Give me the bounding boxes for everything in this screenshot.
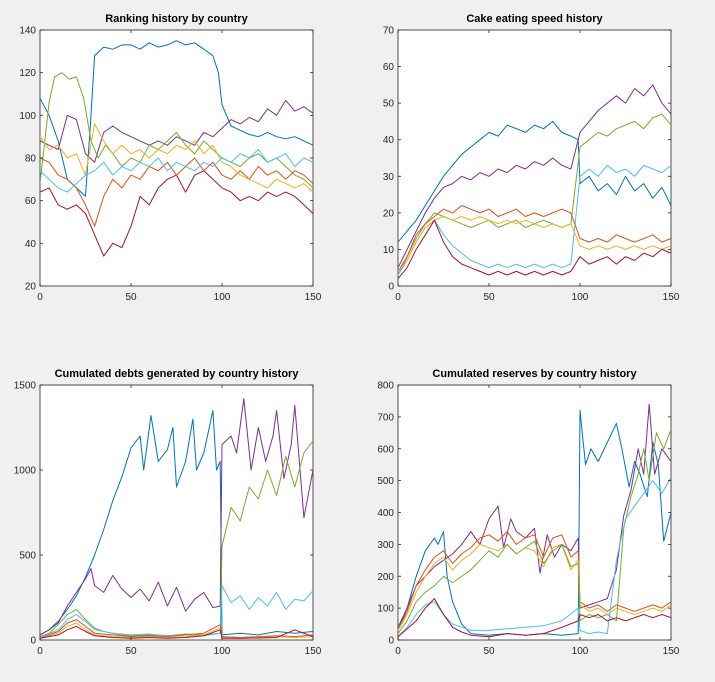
series-line-1	[398, 120, 671, 243]
series-line-1	[40, 40, 313, 197]
y-tick-label: 500	[19, 551, 36, 562]
series-group	[398, 403, 671, 638]
y-tick-label: 60	[25, 196, 37, 207]
plot-area	[397, 384, 672, 641]
y-tick-label: 0	[388, 636, 394, 647]
x-tick-label: 50	[483, 646, 495, 657]
series-group	[40, 398, 313, 639]
y-tick-label: 40	[383, 135, 395, 146]
y-tick-label: 0	[30, 636, 36, 647]
series-line-5	[40, 157, 313, 227]
y-tick-label: 30	[383, 172, 395, 183]
y-tick-label: 40	[25, 239, 37, 250]
chart-title: Ranking history by country	[105, 13, 248, 25]
series-line-3	[398, 531, 671, 631]
series-line-1	[398, 410, 671, 636]
y-tick-label: 1500	[14, 381, 37, 392]
series-line-7	[40, 625, 313, 639]
series-line-7	[40, 149, 313, 193]
subplot-cake-eating-speed: Cake eating speed history 0 50 100 150 0 10 20…	[383, 13, 680, 303]
x-tick-label: 50	[125, 292, 137, 303]
x-tick-label: 50	[483, 292, 495, 303]
y-tick-label: 0	[388, 282, 394, 293]
series-line-4	[398, 164, 671, 276]
x-tick-label: 0	[395, 292, 401, 303]
y-tick-label: 200	[377, 572, 394, 583]
x-tick-label: 0	[395, 646, 401, 657]
series-line-3	[40, 440, 313, 638]
subplot-cumulated-debts: Cumulated debts generated by country his…	[14, 368, 322, 657]
y-tick-label: 10	[383, 245, 395, 256]
y-tick-label: 140	[19, 26, 36, 37]
series-line-3	[40, 72, 313, 189]
y-tick-label: 1000	[14, 466, 37, 477]
x-tick-label: 100	[214, 646, 231, 657]
series-line-7	[398, 219, 671, 280]
y-tick-label: 20	[383, 208, 395, 219]
series-line-2	[398, 84, 671, 268]
y-tick-label: 300	[377, 540, 394, 551]
series-line-6	[398, 477, 671, 638]
y-tick-label: 100	[19, 111, 36, 122]
x-tick-label: 100	[572, 292, 589, 303]
y-tick-label: 400	[377, 508, 394, 519]
series-line-6	[398, 216, 671, 272]
series-line-7	[398, 598, 671, 638]
y-tick-label: 120	[19, 68, 36, 79]
plot-area	[397, 29, 672, 287]
chart-title: Cake eating speed history	[466, 13, 603, 25]
x-tick-label: 150	[305, 646, 322, 657]
subplot-ranking-history: Ranking history by country 0 50 100 150 20 40…	[19, 13, 321, 303]
series-line-2	[398, 403, 671, 628]
y-tick-label: 70	[383, 26, 395, 37]
y-tick-label: 50	[383, 99, 395, 110]
series-line-2	[40, 99, 313, 163]
x-tick-label: 150	[663, 646, 680, 657]
series-group	[40, 40, 313, 257]
series-line-5	[398, 429, 671, 634]
series-line-5	[398, 205, 671, 272]
x-tick-label: 50	[125, 646, 137, 657]
series-line-4	[40, 585, 313, 638]
chart-title: Cumulated reserves by country history	[432, 368, 637, 380]
x-tick-label: 100	[214, 292, 231, 303]
y-tick-label: 500	[377, 476, 394, 487]
x-tick-label: 0	[37, 292, 43, 303]
plot-area	[39, 384, 314, 641]
series-group	[398, 84, 671, 280]
y-tick-label: 700	[377, 412, 394, 423]
x-tick-label: 150	[305, 292, 322, 303]
plot-area	[39, 29, 314, 287]
y-tick-label: 80	[25, 154, 37, 165]
y-tick-label: 20	[25, 282, 37, 293]
chart-title: Cumulated debts generated by country his…	[55, 368, 300, 380]
x-tick-label: 0	[37, 646, 43, 657]
y-tick-label: 100	[377, 604, 394, 615]
subplot-cumulated-reserves: Cumulated reserves by country history 0 5…	[377, 368, 679, 657]
x-tick-label: 150	[663, 292, 680, 303]
y-tick-label: 60	[383, 62, 395, 73]
series-line-2	[40, 398, 313, 636]
y-tick-label: 800	[377, 381, 394, 392]
series-line-4	[398, 543, 671, 631]
series-line-5	[40, 619, 313, 639]
x-tick-label: 100	[572, 646, 589, 657]
y-tick-label: 600	[377, 444, 394, 455]
